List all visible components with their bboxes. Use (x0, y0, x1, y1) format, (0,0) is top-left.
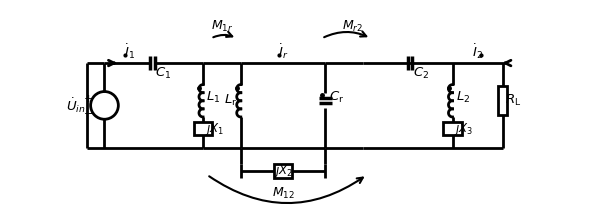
Text: $\dot{U}_{in}$: $\dot{U}_{in}$ (65, 96, 85, 115)
Text: $M_{r2}$: $M_{r2}$ (342, 19, 362, 34)
Text: $jX_2$: $jX_2$ (274, 162, 293, 179)
Bar (274, 164, 293, 178)
Bar (443, 122, 462, 135)
Text: $\dot{I}_r$: $\dot{I}_r$ (278, 42, 289, 61)
Text: $M_{1r}$: $M_{1r}$ (211, 19, 233, 34)
Text: $jX_3$: $jX_3$ (454, 120, 473, 137)
Text: $R_{\mathrm{L}}$: $R_{\mathrm{L}}$ (505, 93, 521, 108)
Text: $M_{12}$: $M_{12}$ (271, 185, 294, 201)
Text: $C_{\mathrm{r}}$: $C_{\mathrm{r}}$ (329, 90, 344, 105)
Text: $jX_1$: $jX_1$ (205, 120, 224, 137)
Text: $\dot{I}_2$: $\dot{I}_2$ (472, 42, 483, 61)
Bar (498, 86, 507, 115)
Text: $C_1$: $C_1$ (155, 66, 172, 81)
Text: $L_1$: $L_1$ (206, 90, 221, 105)
Text: $C_2$: $C_2$ (413, 66, 430, 81)
Text: +: + (84, 94, 93, 104)
Text: $L_{\mathrm{r}}$: $L_{\mathrm{r}}$ (224, 93, 238, 108)
Text: $\dot{I}_1$: $\dot{I}_1$ (124, 42, 136, 61)
Text: $-$: $-$ (83, 107, 93, 116)
Bar (194, 122, 212, 135)
Text: $L_2$: $L_2$ (455, 90, 470, 105)
